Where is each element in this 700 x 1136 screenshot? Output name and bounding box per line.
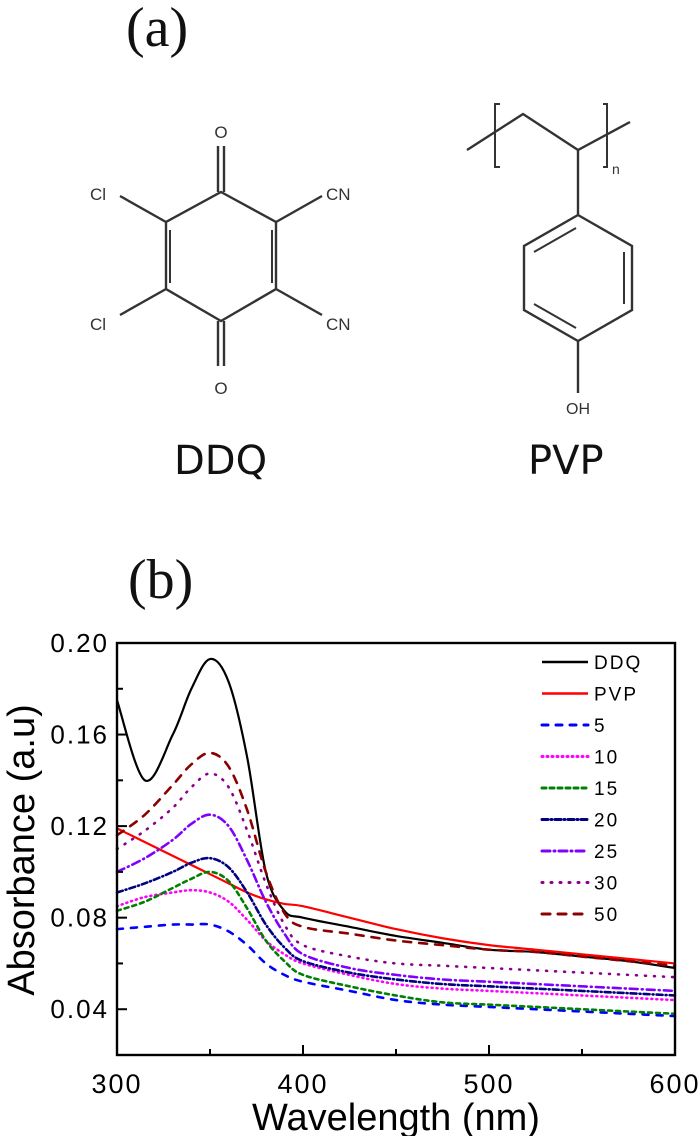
panel-a-label: (a) xyxy=(126,0,189,59)
ddq-o-top: O xyxy=(214,123,227,142)
y-tick-label: 0.08 xyxy=(50,903,109,933)
plot-frame xyxy=(115,641,677,1057)
legend: DDQ PVP 5 10 15 20 25 30 50 xyxy=(540,653,642,926)
series-line-15 xyxy=(115,870,677,1016)
y-axis-ticks: 0.04 0.08 0.12 0.16 0.20 xyxy=(50,628,127,1024)
plot-lines xyxy=(115,657,677,1018)
legend-label: 15 xyxy=(594,779,619,800)
panel-b-label: (b) xyxy=(128,549,194,611)
series-line-10 xyxy=(115,888,677,1002)
series-line-30 xyxy=(115,772,677,979)
ddq-cn-top: CN xyxy=(326,185,351,204)
x-tick-label: 300 xyxy=(91,1069,142,1099)
series-line-ddq xyxy=(115,657,676,970)
x-tick-label: 500 xyxy=(463,1069,514,1099)
pvp-oh: OH xyxy=(566,401,590,418)
y-tick-label: 0.04 xyxy=(50,994,109,1024)
chemical-structures: O O Cl Cl CN CN n OH xyxy=(90,103,634,418)
pvp-subscript-n: n xyxy=(612,161,620,177)
y-tick-label: 0.16 xyxy=(50,720,109,750)
pvp-structure xyxy=(466,103,634,393)
y-tick-label: 0.20 xyxy=(50,628,109,658)
legend-label: 10 xyxy=(594,748,619,769)
series-line-pvp xyxy=(116,827,676,965)
ddq-structure xyxy=(119,146,323,366)
y-axis-title: Absorbance (a.u) xyxy=(1,704,43,996)
x-tick-label: 600 xyxy=(649,1069,700,1099)
y-tick-label: 0.12 xyxy=(50,811,109,841)
legend-label: 20 xyxy=(594,811,619,832)
legend-label: PVP xyxy=(594,685,638,706)
series-line-25 xyxy=(115,813,677,993)
x-axis-title: Wavelength (nm) xyxy=(252,1097,540,1136)
legend-label: 5 xyxy=(594,716,607,737)
series-line-50 xyxy=(115,751,677,968)
series-line-20 xyxy=(115,856,677,997)
legend-label: 25 xyxy=(594,842,619,863)
x-axis-ticks: 300 400 500 600 xyxy=(91,1045,700,1099)
ddq-cl-top: Cl xyxy=(90,185,106,204)
legend-label: 30 xyxy=(594,874,619,895)
x-tick-label: 400 xyxy=(277,1069,328,1099)
ddq-label: DDQ xyxy=(174,438,268,484)
series-line-5 xyxy=(115,922,677,1018)
legend-label: DDQ xyxy=(594,653,642,674)
legend-label: 50 xyxy=(594,905,619,926)
ddq-o-bottom: O xyxy=(214,379,227,398)
ddq-cl-bottom: Cl xyxy=(90,315,106,334)
ddq-cn-bottom: CN xyxy=(326,315,351,334)
pvp-label: PVP xyxy=(528,438,604,484)
